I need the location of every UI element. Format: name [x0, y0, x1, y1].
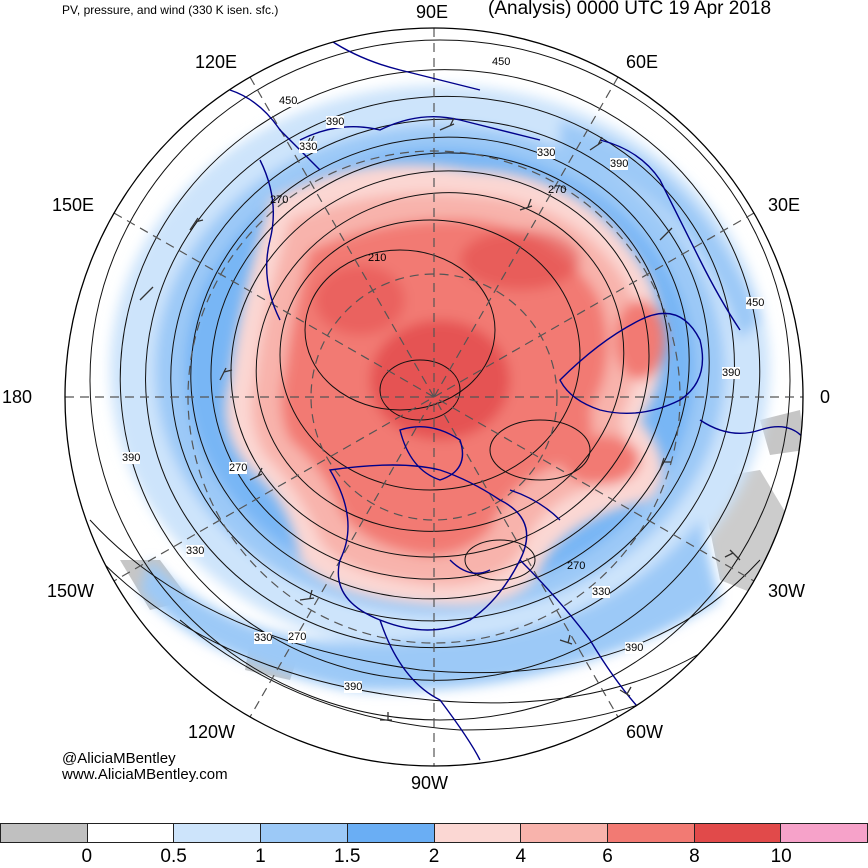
map-title: (Analysis) 0000 UTC 19 Apr 2018	[488, 0, 772, 19]
contour-label: 330	[537, 147, 556, 159]
colorbar-segment	[694, 823, 782, 843]
contour-label: 390	[625, 642, 644, 654]
lon-label-60w: 60W	[626, 722, 664, 742]
contour-label: 270	[567, 560, 586, 572]
colorbar-segment	[87, 823, 175, 843]
colorbar-segment	[434, 823, 522, 843]
contour-label: 390	[344, 681, 363, 693]
contour-label: 450	[279, 95, 298, 107]
contour-label: 330	[592, 586, 611, 598]
contour-label: 330	[186, 545, 205, 557]
contour-label: 270	[548, 184, 567, 196]
coastlines	[229, 39, 803, 761]
colorbar-tick-label: 10	[770, 846, 792, 867]
colorbar-tick-label: 4	[515, 846, 527, 867]
colorbar-segment	[607, 823, 695, 843]
contour-label: 390	[722, 367, 741, 379]
lon-label-90w: 90W	[411, 773, 449, 793]
contour-label: 390	[122, 452, 141, 464]
credit-website: www.AliciaMBentley.com	[62, 766, 228, 783]
colorbar-segment	[261, 823, 348, 843]
colorbar-tick-label: 0	[81, 846, 93, 867]
colorbar	[0, 823, 868, 843]
lon-label-0: 0	[820, 387, 831, 407]
colorbar-segment	[347, 823, 435, 843]
lon-label-150w: 150W	[47, 581, 95, 601]
colorbar-tick-label: 1	[255, 846, 266, 867]
map-boundary	[64, 27, 804, 767]
colorbar-tick-label: 2	[428, 846, 440, 867]
lon-label-120e: 120E	[195, 52, 238, 72]
contour-label: 450	[746, 297, 765, 309]
colorbar-tick-label: 6	[602, 846, 613, 867]
colorbar-tick-label: 1.5	[333, 846, 361, 867]
credit-handle: @AliciaMBentley	[62, 750, 176, 767]
map-subtitle: PV, pressure, and wind (330 K isen. sfc.…	[62, 3, 279, 17]
lon-label-60e: 60E	[626, 52, 659, 72]
contour-label: 330	[299, 141, 318, 153]
latlon-grid	[65, 28, 803, 766]
lon-label-120w: 120W	[188, 722, 236, 742]
colorbar-segment	[174, 823, 262, 843]
contour-label: 210	[368, 252, 387, 264]
contour-label: 270	[270, 194, 289, 206]
lon-label-150e: 150E	[52, 195, 95, 215]
colorbar-tick-label: 8	[689, 846, 700, 867]
contour-label: 390	[610, 158, 629, 170]
contour-label: 330	[254, 632, 273, 644]
contour-label: 270	[229, 462, 248, 474]
pressure-contours	[89, 39, 791, 731]
lon-label-30w: 30W	[768, 581, 806, 601]
colorbar-segment	[0, 823, 88, 843]
lon-label-90e: 90E	[416, 2, 449, 22]
contour-label: 450	[492, 56, 511, 68]
colorbar-tick-label: 0.5	[160, 846, 187, 867]
lon-label-30e: 30E	[768, 195, 801, 215]
contour-label: 390	[326, 116, 345, 128]
colorbar-segment	[521, 823, 608, 843]
lon-label-180: 180	[2, 387, 33, 407]
contour-label: 270	[288, 631, 307, 643]
colorbar-segment	[781, 823, 868, 843]
pv-map	[64, 27, 804, 767]
